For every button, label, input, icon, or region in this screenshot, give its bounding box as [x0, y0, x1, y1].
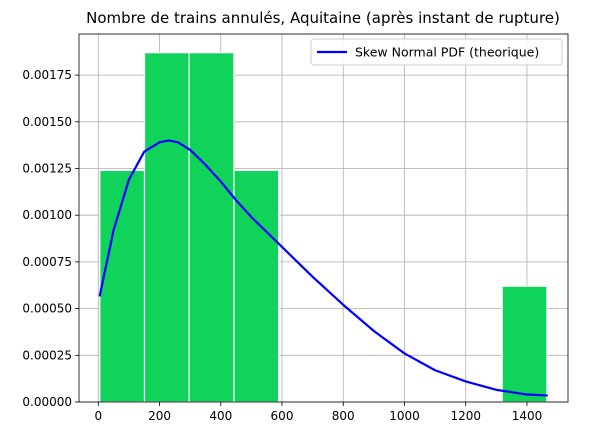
legend-box [310, 38, 563, 66]
x-tick-label: 200 [148, 409, 171, 423]
y-tick-label: 0.00175 [22, 68, 72, 82]
y-tick-label: 0.00025 [22, 348, 72, 362]
histogram-bar [143, 52, 190, 403]
x-tick-label: 400 [209, 409, 232, 423]
pdf-curve-layer [98, 139, 548, 397]
x-tick-label: 1000 [389, 409, 420, 423]
x-tick-label: 0 [94, 409, 102, 423]
tick-layer: 0 200 400 600 800 1000 1200 1400 0.00000 0.00025 0… [22, 68, 542, 423]
legend: Skew Normal PDF (theorique) [310, 38, 563, 66]
y-tick-label: 0.00100 [22, 208, 72, 222]
pdf-curve-line [98, 139, 548, 397]
y-tick-label: 0.00075 [22, 255, 72, 269]
legend-label: Skew Normal PDF (theorique) [355, 45, 539, 60]
x-tick-label: 1400 [512, 409, 543, 423]
histogram-bar [188, 52, 235, 403]
axes-frame [78, 33, 569, 403]
chart-title: Nombre de trains annulés, Aquitaine (apr… [86, 9, 560, 27]
x-tick-label: 1200 [450, 409, 481, 423]
y-tick-label: 0.00125 [22, 161, 72, 175]
histogram-bar [501, 285, 548, 403]
histogram-bars [99, 52, 548, 403]
y-tick-label: 0.00150 [22, 115, 72, 129]
x-tick-label: 600 [271, 409, 294, 423]
y-tick-label: 0.00000 [22, 395, 72, 409]
y-tick-label: 0.00050 [22, 302, 72, 316]
x-tick-label: 800 [332, 409, 355, 423]
